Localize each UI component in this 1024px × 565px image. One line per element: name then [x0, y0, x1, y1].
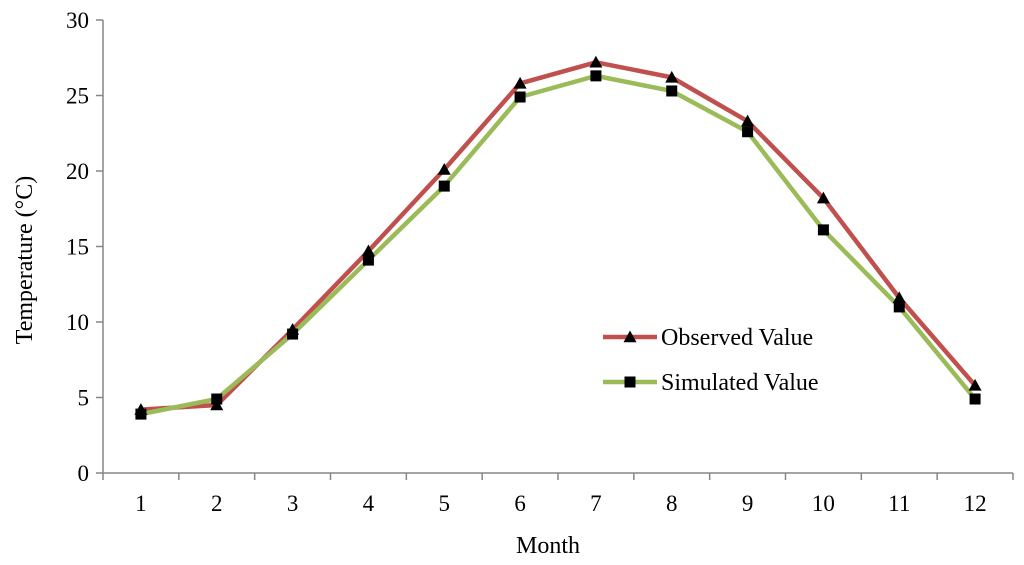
data-point [892, 291, 906, 304]
x-tick-label: 2 [211, 491, 223, 516]
axes [96, 19, 1014, 480]
y-tick-label: 15 [66, 235, 89, 260]
y-axis-title: Temperature (°C) [12, 176, 38, 345]
x-tick-label: 12 [964, 491, 987, 516]
series-simulated-value [140, 73, 977, 417]
data-point [969, 393, 981, 405]
x-tick-label: 11 [888, 491, 910, 516]
x-tick-label: 10 [812, 491, 835, 516]
legend-marker [624, 376, 636, 388]
data-point [968, 378, 982, 391]
data-point [362, 254, 374, 266]
y-tick-label: 10 [66, 310, 89, 335]
data-point [666, 85, 678, 97]
data-point [893, 301, 905, 313]
y-tick-label: 20 [66, 159, 89, 184]
markers-simulated-value [135, 70, 981, 420]
x-tick-label: 8 [666, 491, 678, 516]
data-point [514, 91, 526, 103]
data-point [665, 70, 679, 83]
x-tick-label: 9 [742, 491, 754, 516]
x-tick-label: 1 [135, 491, 147, 516]
y-tick-label: 5 [78, 386, 90, 411]
data-point [361, 244, 375, 257]
data-point [589, 55, 603, 68]
x-tick-label: 6 [514, 491, 526, 516]
data-point [817, 224, 829, 236]
legend: Observed Value Simulated Value [603, 325, 819, 396]
x-tick-label: 5 [439, 491, 451, 516]
x-tick-label: 3 [287, 491, 299, 516]
data-point [437, 162, 451, 175]
x-tick-label: 7 [590, 491, 602, 516]
legend-label: Observed Value [661, 325, 813, 351]
y-tick-label: 0 [78, 461, 90, 486]
data-point [438, 180, 450, 192]
data-point [135, 408, 147, 420]
data-point [513, 76, 527, 89]
series-layer [134, 55, 982, 420]
data-point [211, 393, 223, 405]
series-line [140, 73, 977, 417]
x-axis-title: Month [516, 533, 580, 559]
x-tick-label: 4 [363, 491, 375, 516]
y-tick-label: 25 [66, 84, 89, 109]
data-point [741, 114, 755, 127]
data-point [287, 328, 299, 340]
data-point [816, 191, 830, 204]
legend-label: Simulated Value [661, 370, 819, 396]
y-tick-label: 30 [66, 8, 89, 33]
legend-marker [623, 330, 637, 343]
data-point [590, 70, 602, 82]
data-point [742, 126, 754, 138]
